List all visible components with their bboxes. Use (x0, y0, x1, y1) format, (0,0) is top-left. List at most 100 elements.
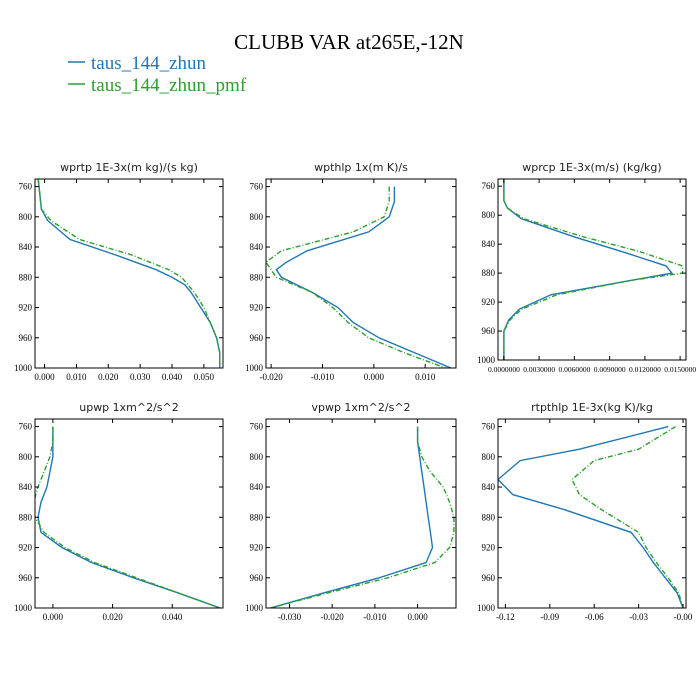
series-line-1 (270, 426, 434, 608)
x-tick-label: -0.09 (540, 612, 559, 622)
series-line-2 (266, 186, 446, 368)
y-tick-label: 960 (19, 573, 33, 583)
panel-title: wprtp 1E-3x(m kg)/(s kg) (60, 161, 198, 174)
y-tick-label: 920 (250, 543, 264, 553)
series-line-2 (35, 426, 221, 608)
x-tick-label: -0.010 (311, 372, 335, 382)
x-tick-label: 0.000 (43, 612, 64, 622)
y-tick-label: 760 (250, 182, 264, 192)
y-tick-label: 960 (482, 326, 496, 336)
legend-label-1: taus_144_zhun (91, 53, 207, 74)
series-line-1 (37, 179, 221, 368)
x-tick-label: 0.040 (162, 372, 183, 382)
plot-frame (34, 418, 224, 609)
y-tick-label: 840 (482, 482, 496, 492)
panel-2: wpthlp 1x(m K)/s7608008408809209601000-0… (245, 161, 457, 382)
x-tick-label: 0.000 (407, 612, 428, 622)
x-tick-label: -0.020 (321, 612, 345, 622)
y-tick-label: 880 (482, 512, 496, 522)
x-tick-label: 0.0000000 (488, 365, 520, 374)
plot-frame (497, 418, 687, 609)
series-line-1 (37, 426, 221, 608)
x-tick-label: -0.03 (629, 612, 648, 622)
panel-title: rtpthlp 1E-3x(kg K)/kg (531, 401, 653, 414)
y-tick-label: 760 (482, 181, 496, 191)
x-tick-label: -0.030 (278, 612, 302, 622)
plot-frame (34, 178, 224, 369)
y-tick-label: 840 (19, 482, 33, 492)
panel-5: vpwp 1xm^2/s^2 760 800 840 880 920 960 1000 -0.0… (245, 401, 457, 622)
series-line-2 (270, 426, 455, 608)
y-tick-label: 800 (19, 212, 33, 222)
panels: wprtp 1E-3x(m kg)/(s kg) 760 800 840 880 920 9… (14, 161, 696, 622)
x-tick-label: 0.020 (98, 372, 119, 382)
y-tick-label: 760 (19, 422, 33, 432)
y-tick-label: 960 (250, 573, 264, 583)
y-tick-label: 1000 (14, 363, 33, 373)
panel-title: upwp 1xm^2/s^2 (79, 401, 179, 414)
series-line-2 (37, 179, 221, 368)
y-tick-label: 880 (482, 268, 496, 278)
y-tick-label: 800 (482, 210, 496, 220)
x-tick-label: 0.040 (162, 612, 183, 622)
panel-title: wprcp 1E-3x(m/s) (kg/kg) (522, 161, 661, 174)
y-tick-label: 800 (482, 452, 496, 462)
x-tick-label: 0.000 (34, 372, 55, 382)
y-tick-label: 880 (19, 272, 33, 282)
series-line-1 (275, 186, 452, 368)
y-tick-label: 800 (19, 452, 33, 462)
y-tick-label: 880 (250, 272, 264, 282)
x-tick-label: 0.0060000 (558, 365, 590, 374)
series-line-2 (571, 426, 684, 608)
x-tick-label: 0.0090000 (594, 365, 626, 374)
series-line-1 (498, 425, 684, 608)
panel-1: wprtp 1E-3x(m kg)/(s kg) 760 800 840 880 920 9… (14, 161, 224, 382)
panel-title: vpwp 1xm^2/s^2 (311, 401, 410, 414)
y-tick-label: 960 (19, 333, 33, 343)
panel-6: rtpthlp 1E-3x(kg K)/kg 760 800 840 880 920 960… (477, 401, 693, 622)
series-line-2 (503, 179, 684, 360)
y-tick-label: 880 (250, 512, 264, 522)
x-tick-label: -0.00 (674, 612, 693, 622)
y-tick-label: 960 (250, 333, 264, 343)
x-tick-label: -0.020 (260, 372, 284, 382)
y-tick-label: 760 (250, 422, 264, 432)
plot-frame (265, 418, 457, 609)
y-tick-label: 880 (19, 512, 33, 522)
y-tick-label: 760 (19, 182, 33, 192)
x-tick-label: 0.000 (364, 372, 385, 382)
figure-title: CLUBB VAR at265E,-12N (234, 30, 464, 54)
panel-title: wpthlp 1x(m K)/s (314, 161, 408, 174)
y-tick-label: 960 (482, 573, 496, 583)
y-tick-label: 1000 (14, 603, 33, 613)
x-tick-label: 0.030 (130, 372, 151, 382)
y-tick-label: 800 (250, 452, 264, 462)
y-tick-label: 1000 (477, 603, 496, 613)
plot-frame (265, 178, 457, 369)
y-tick-label: 840 (250, 482, 264, 492)
x-tick-label: -0.010 (363, 612, 387, 622)
x-tick-label: 0.0120000 (629, 365, 661, 374)
y-tick-label: 840 (482, 239, 496, 249)
y-tick-label: 920 (482, 543, 496, 553)
series-line-1 (503, 179, 674, 360)
x-tick-label: 0.050 (194, 372, 215, 382)
x-tick-label: 0.0150000 (664, 365, 696, 374)
y-tick-label: 1000 (477, 355, 496, 365)
x-tick-label: 0.020 (102, 612, 123, 622)
y-tick-label: 800 (250, 212, 264, 222)
y-tick-label: 840 (19, 242, 33, 252)
x-tick-label: -0.06 (585, 612, 604, 622)
y-tick-label: 1000 (245, 603, 264, 613)
panel-4: upwp 1xm^2/s^2 760 800 840 880 920 960 1000 0.00… (14, 401, 224, 622)
plot-frame (497, 178, 687, 361)
y-tick-label: 920 (250, 303, 264, 313)
y-tick-label: 920 (19, 543, 33, 553)
x-tick-label: -0.12 (496, 612, 515, 622)
y-tick-label: 920 (482, 297, 496, 307)
legend-label-2: taus_144_zhun_pmf (91, 75, 247, 96)
legend: taus_144_zhun taus_144_zhun_pmf (68, 53, 247, 96)
x-tick-label: 0.0030000 (523, 365, 555, 374)
x-tick-label: 0.010 (415, 372, 436, 382)
